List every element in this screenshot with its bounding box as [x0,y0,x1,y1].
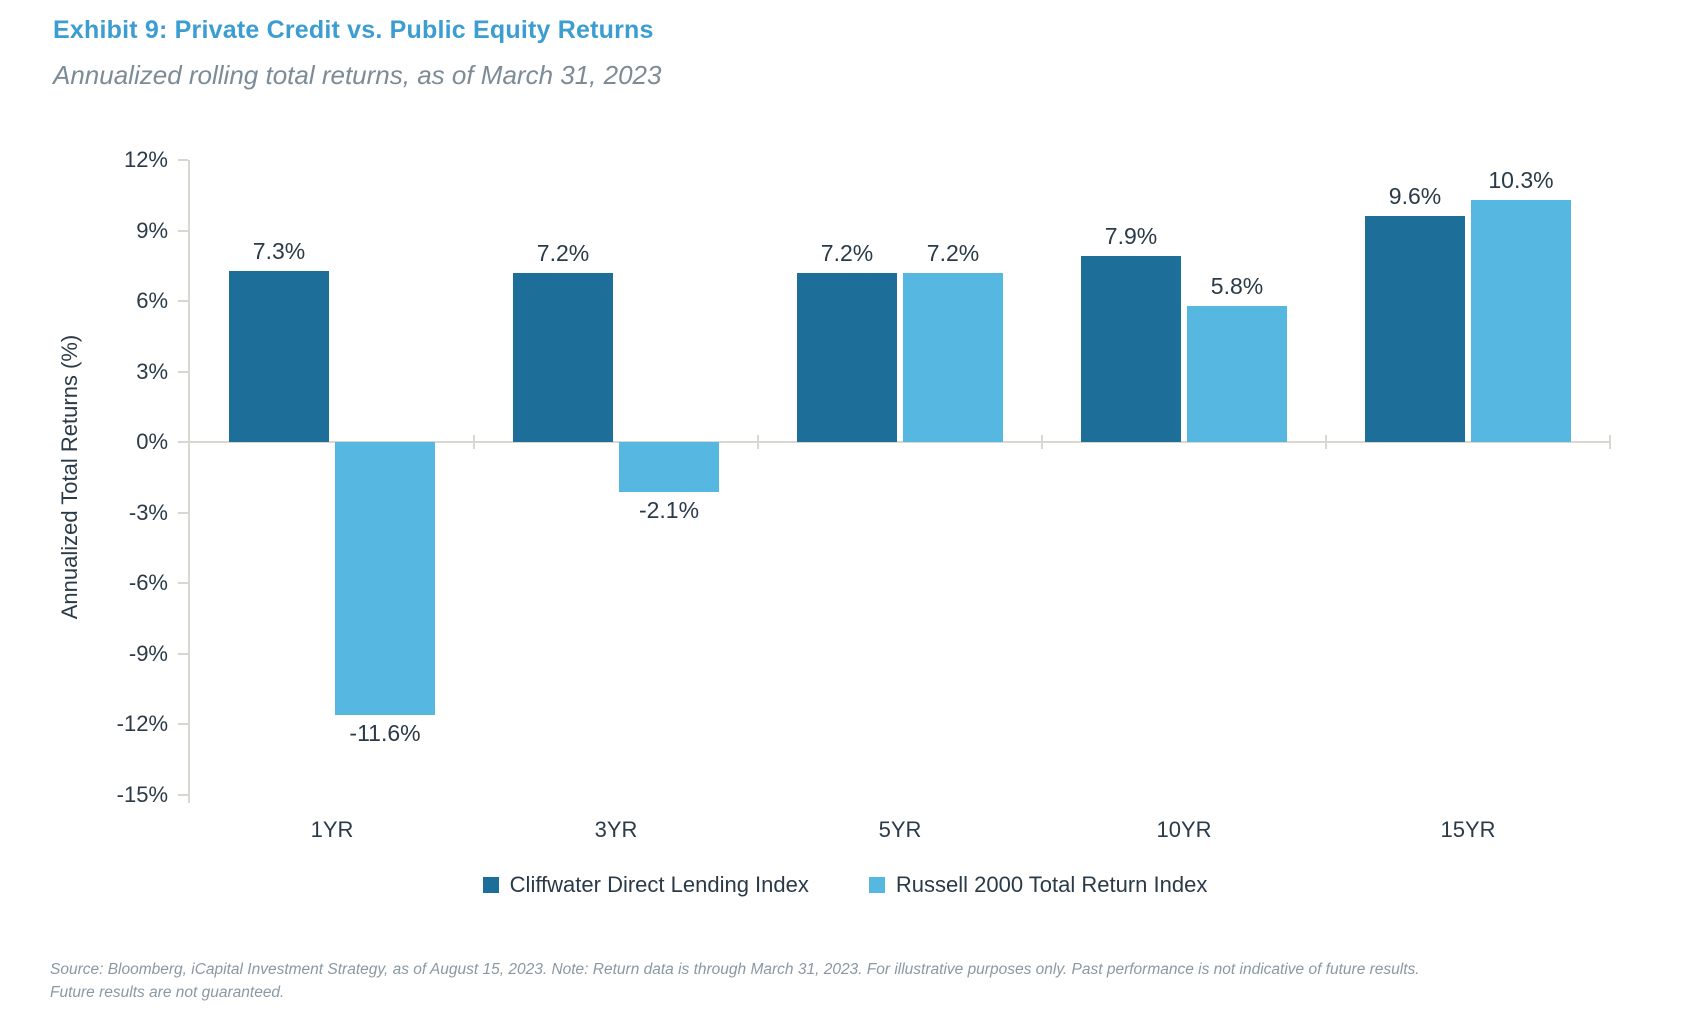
zero-line [190,441,1610,444]
y-tick-label: -6% [128,570,168,596]
bar-5yr-light [903,272,1003,443]
bar-3yr-light [619,442,719,492]
y-tick-label: -9% [128,640,168,666]
x-category-label: 3YR [594,817,638,842]
bar-15yr-light [1471,199,1571,443]
bar-label-3yr-light: -2.1% [638,496,700,523]
y-tick [178,229,188,232]
source-note-line2: Future results are not guaranteed. [50,984,285,1002]
source-note: Source: Bloomberg, iCapital Investment S… [50,958,1610,1005]
y-tick-label: 9% [136,217,168,243]
x-tick [1609,435,1611,450]
bar-15yr-dark [1365,216,1465,443]
y-tick [178,723,188,726]
legend-swatch-light-icon [868,877,885,893]
y-axis-line [188,160,190,803]
bar-label-15yr-dark: 9.6% [1388,183,1442,210]
bar-3yr-dark [513,272,613,443]
y-tick [178,794,188,796]
legend-swatch-dark-icon [482,877,499,893]
bar-label-10yr-light: 5.8% [1210,272,1264,299]
legend: Cliffwater Direct Lending Index Russell … [0,872,1690,898]
source-note-line1: Source: Bloomberg, iCapital Investment S… [50,961,1420,978]
y-tick-label: 6% [136,288,168,314]
y-tick [178,582,188,585]
y-tick-label: 3% [136,358,168,384]
bar-label-5yr-light: 7.2% [926,239,980,266]
y-tick-label: -12% [116,711,168,737]
exhibit-subtitle: Annualized rolling total returns, as of … [53,60,662,90]
y-tick [178,441,188,444]
x-category-label: 15YR [1440,817,1496,842]
bar-label-15yr-light: 10.3% [1488,166,1554,193]
x-tick [473,435,475,450]
bar-label-5yr-dark: 7.2% [820,239,874,266]
x-category-label: 1YR [310,817,354,842]
bar-10yr-light [1187,305,1287,443]
bar-label-1yr-dark: 7.3% [252,237,306,264]
bar-1yr-dark [229,270,329,443]
bar-label-10yr-dark: 7.9% [1104,223,1158,250]
bar-label-1yr-light: -11.6% [349,720,421,747]
y-tick-label: -3% [128,499,168,525]
bar-5yr-dark [797,272,897,443]
bar-10yr-dark [1081,256,1181,443]
legend-item-cliffwater: Cliffwater Direct Lending Index [482,872,809,898]
x-category-label: 5YR [878,817,922,842]
legend-item-russell: Russell 2000 Total Return Index [868,872,1208,898]
y-tick [178,511,188,514]
y-tick-label: -15% [116,782,168,807]
x-tick [1041,435,1043,450]
y-tick-label: 12% [123,147,168,172]
y-tick-label: 0% [136,429,168,455]
legend-label-cliffwater: Cliffwater Direct Lending Index [509,872,809,897]
y-tick [178,159,188,161]
y-tick [178,370,188,373]
legend-label-russell: Russell 2000 Total Return Index [895,872,1208,897]
bar-1yr-light [335,442,435,716]
y-tick [178,300,188,303]
y-tick [178,652,188,655]
exhibit-title: Exhibit 9: Private Credit vs. Public Equ… [53,16,654,44]
bar-label-3yr-dark: 7.2% [536,239,590,266]
x-category-label: 10YR [1156,817,1212,842]
x-tick [1325,435,1327,450]
x-tick [757,435,759,450]
